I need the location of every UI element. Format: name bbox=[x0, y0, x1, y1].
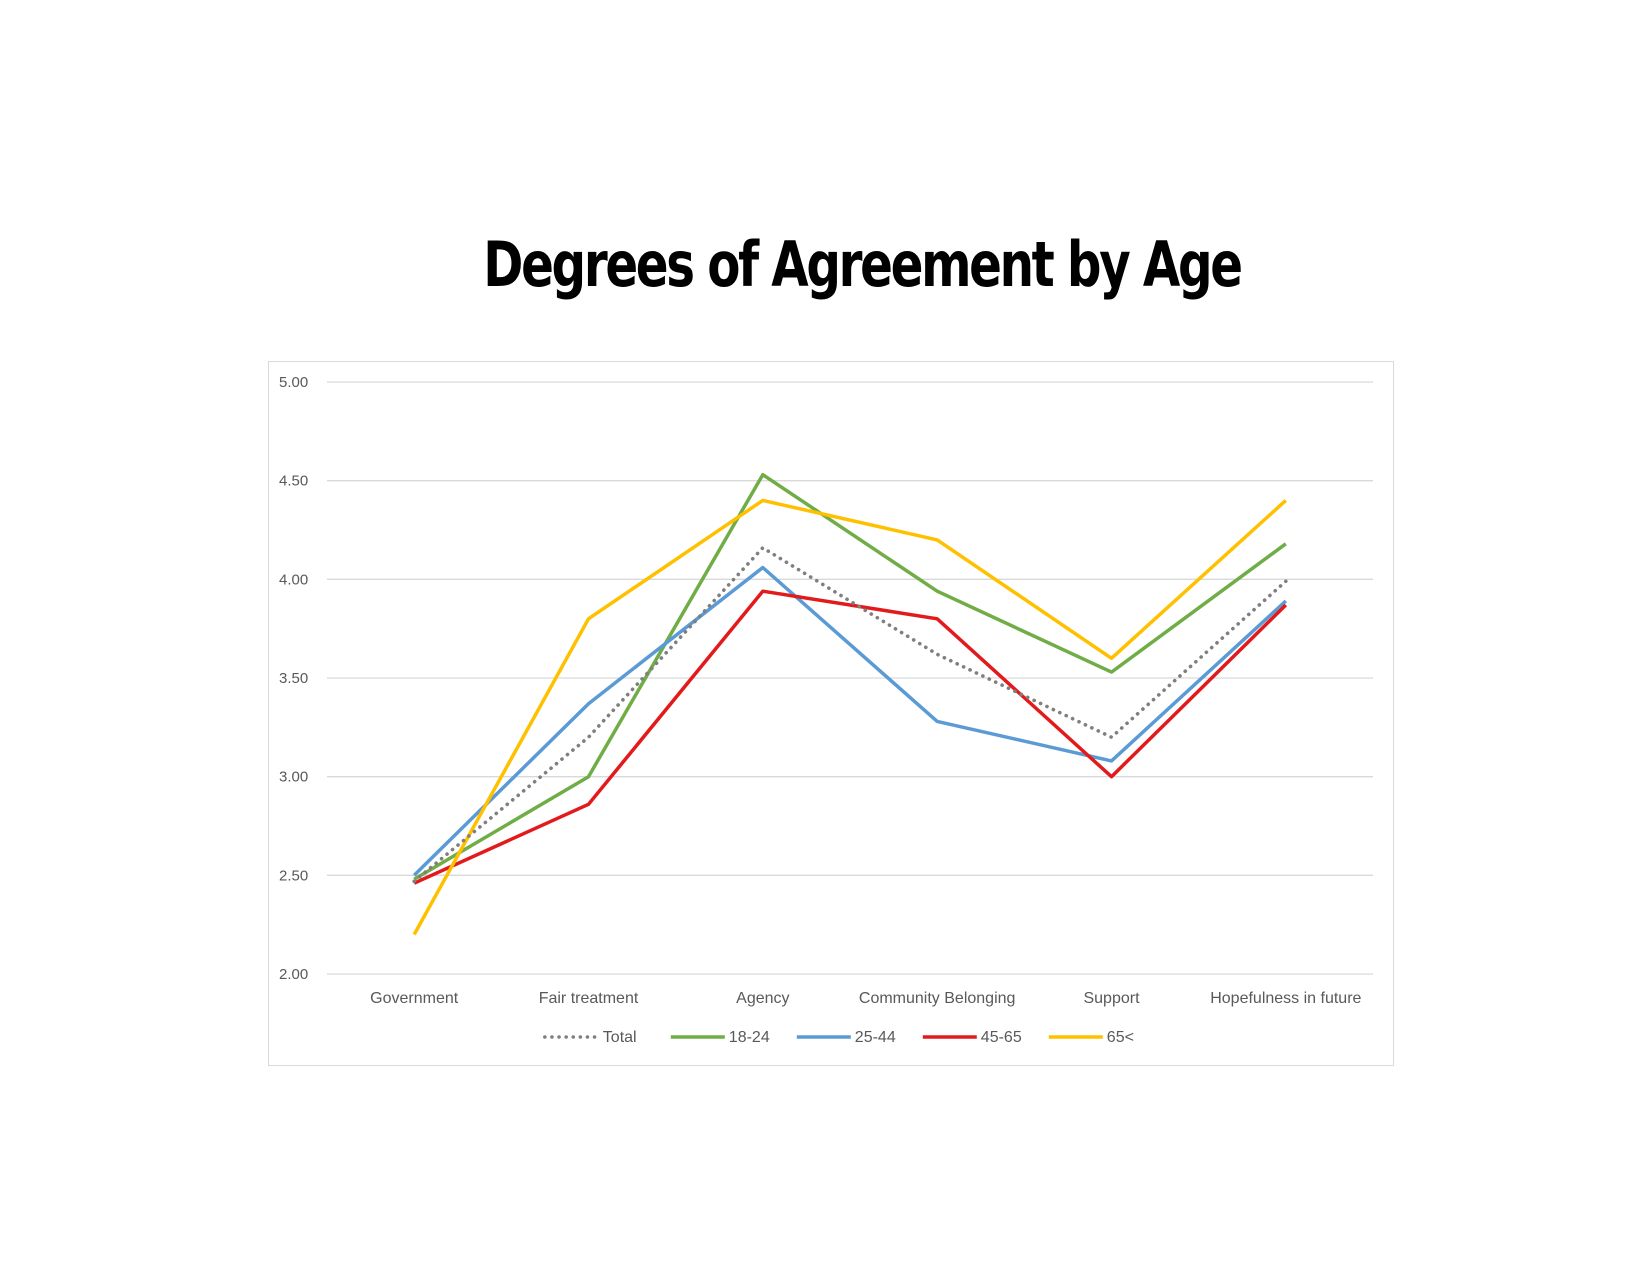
x-tick-label-support: Support bbox=[1083, 990, 1140, 1007]
legend-item-65: 65< bbox=[1048, 1029, 1134, 1046]
legend-item-18-24: 18-24 bbox=[670, 1029, 770, 1046]
legend-label-45-65: 45-65 bbox=[981, 1029, 1022, 1046]
gridlines bbox=[327, 381, 1373, 975]
legend-label-total: Total bbox=[603, 1029, 637, 1046]
y-tick-label: 4.50 bbox=[279, 473, 308, 490]
series-lines bbox=[412, 472, 1288, 936]
x-axis-tick-labels: Government Fair treatment Agency Community … bbox=[370, 990, 1361, 1007]
series-line-45-65 bbox=[413, 589, 1288, 885]
y-tick-label: 2.50 bbox=[279, 867, 308, 884]
y-axis-tick-labels: 5.00 4.50 4.00 3.50 3.00 2.50 2.00 bbox=[279, 374, 308, 983]
y-tick-label: 4.00 bbox=[279, 571, 308, 588]
legend-item-25-44: 25-44 bbox=[796, 1029, 896, 1046]
y-tick-label: 2.00 bbox=[279, 966, 308, 983]
legend-label-65: 65< bbox=[1107, 1029, 1134, 1046]
legend-item-45-65: 45-65 bbox=[922, 1029, 1022, 1046]
series-line-18-24 bbox=[413, 472, 1287, 881]
series-line-total bbox=[412, 546, 1288, 884]
legend-label-25-44: 25-44 bbox=[855, 1029, 896, 1046]
legend-label-18-24: 18-24 bbox=[729, 1029, 770, 1046]
x-tick-label-government: Government bbox=[370, 990, 459, 1007]
y-tick-label: 5.00 bbox=[279, 374, 308, 391]
chart-area: 5.00 4.50 4.00 3.50 3.00 2.50 2.00 Government F… bbox=[268, 361, 1394, 1066]
chart-title: Degrees of Agreement by Age bbox=[483, 228, 1243, 301]
x-tick-label-agency: Agency bbox=[736, 990, 789, 1007]
series-line-25-44 bbox=[412, 565, 1287, 877]
legend: Total 18-24 25-44 45-65 65< bbox=[543, 1029, 1134, 1046]
x-tick-label-community-belonging: Community Belonging bbox=[859, 990, 1016, 1007]
y-tick-label: 3.00 bbox=[279, 769, 308, 786]
line-chart: 5.00 4.50 4.00 3.50 3.00 2.50 2.00 Government F… bbox=[279, 374, 1373, 1046]
x-tick-label-fair-treatment: Fair treatment bbox=[539, 990, 639, 1007]
y-tick-label: 3.50 bbox=[279, 670, 308, 687]
legend-item-total: Total bbox=[543, 1029, 637, 1046]
x-tick-label-hopefulness-in-future: Hopefulness in future bbox=[1210, 990, 1361, 1007]
series-line-65 bbox=[412, 498, 1287, 936]
